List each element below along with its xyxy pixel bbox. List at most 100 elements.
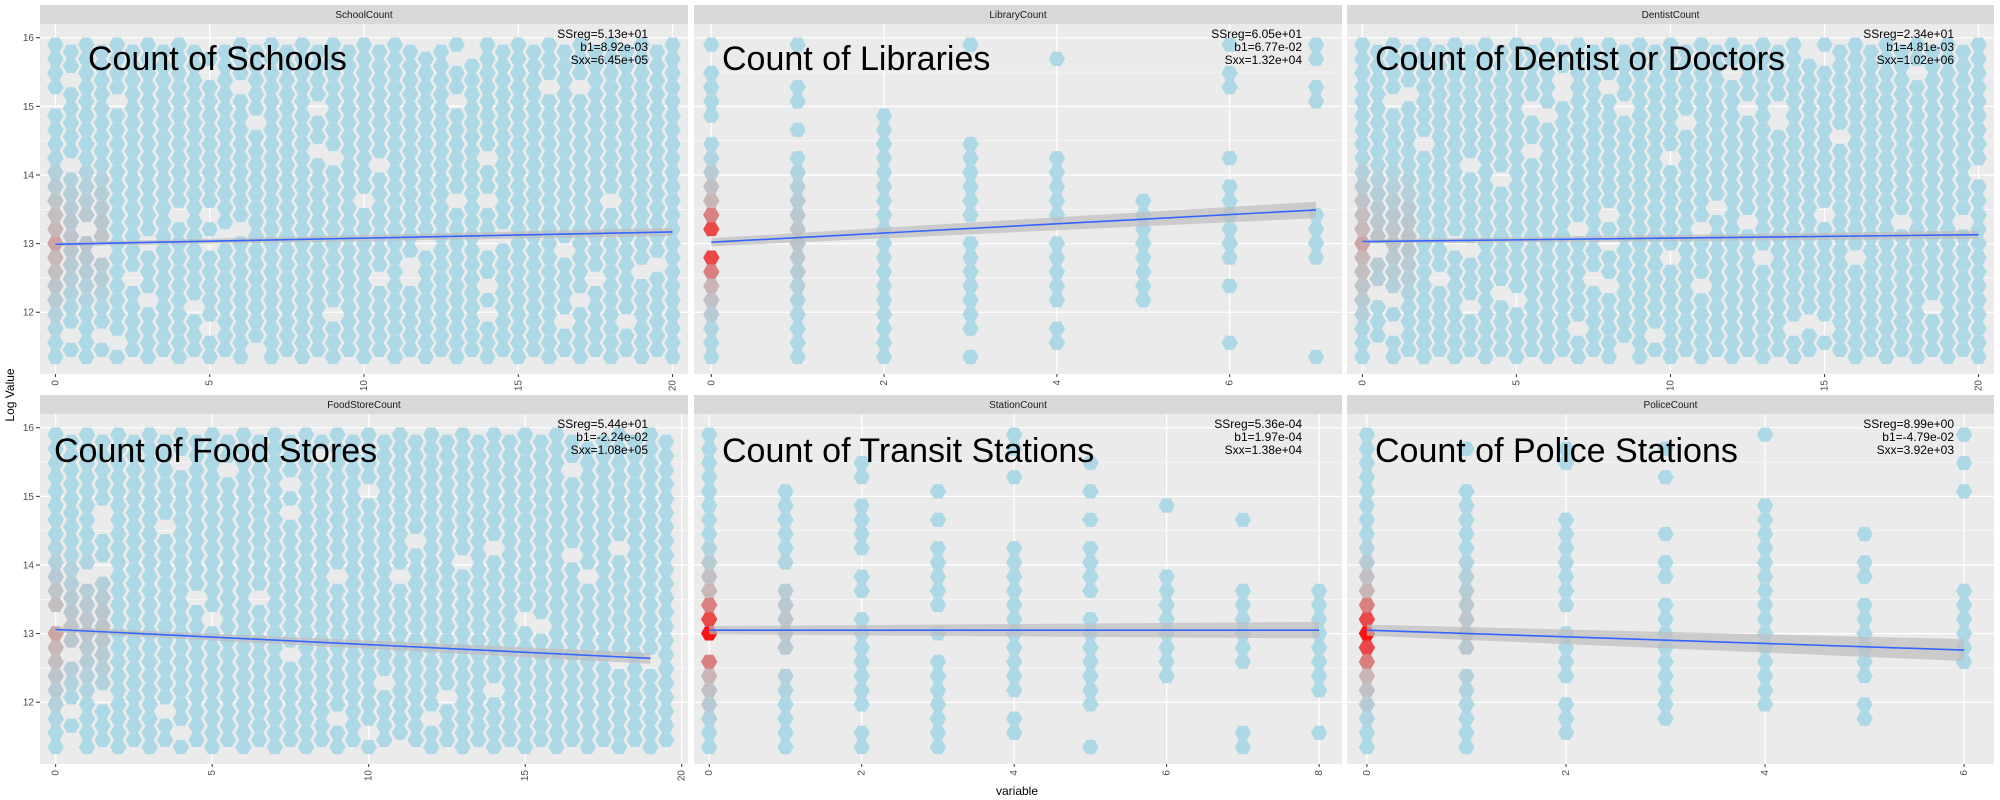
hexbin-cell	[1006, 583, 1023, 598]
hexbin-cell	[1369, 115, 1386, 130]
hexbin-cell	[664, 193, 681, 208]
hexbin-cell	[1955, 44, 1972, 59]
hexbin-cell	[78, 335, 95, 350]
hexbin-cell	[642, 470, 659, 485]
hexbin-cell	[1631, 307, 1648, 322]
hexbin-cell	[664, 293, 681, 308]
hexbin-cell	[355, 264, 373, 279]
hexbin-cell	[391, 512, 409, 527]
hexbin-cell	[125, 477, 143, 492]
hexbin-cell	[470, 505, 487, 520]
hexbin-cell	[517, 683, 534, 698]
hexbin-cell	[579, 597, 596, 613]
hexbin-cell	[62, 144, 80, 159]
hexbin-cell	[1446, 94, 1463, 109]
hexbin-cell	[875, 165, 893, 180]
hexbin-cell	[1939, 349, 1956, 365]
hexbin-cell	[250, 448, 268, 463]
hexbin-cell	[297, 683, 315, 698]
hexbin-cell	[1785, 179, 1802, 194]
hexbin-cell	[329, 470, 346, 485]
hexbin-cell	[344, 647, 362, 662]
hexbin-cell	[1221, 278, 1238, 294]
hexbin-cell	[170, 349, 188, 365]
hexbin-cell	[188, 448, 205, 463]
hexbin-cell	[1400, 271, 1417, 286]
hexbin-cell	[1569, 193, 1587, 208]
hexbin-cell	[633, 307, 650, 322]
hexbin-cell	[454, 541, 471, 556]
hexbin-cell	[1723, 307, 1741, 322]
hexbin-cell	[1723, 136, 1741, 152]
hexbin-cell	[376, 732, 393, 747]
hexbin-cell	[517, 455, 534, 471]
hexbin-cell	[247, 144, 265, 159]
hexbin-cell	[648, 101, 666, 116]
hexbin-cell	[1616, 144, 1633, 159]
hexbin-cell	[360, 597, 377, 613]
hexbin-cell	[438, 463, 456, 478]
hexbin-cell	[110, 484, 127, 499]
hexbin-cell	[438, 619, 456, 634]
hexbin-cell	[329, 654, 346, 669]
hexbin-cell	[1431, 286, 1448, 301]
hexbin-cell	[1908, 165, 1926, 180]
hexbin-cell	[1415, 207, 1433, 223]
hexbin-cell	[1369, 314, 1386, 329]
hexbin-cell	[1878, 51, 1895, 66]
hexbin-cell	[1006, 427, 1023, 442]
hexbin-cell	[1862, 144, 1879, 159]
hexbin-cell	[1400, 215, 1417, 230]
hexbin-cell	[1770, 271, 1787, 286]
hexbin-cell	[170, 193, 188, 208]
hexbin-cell	[282, 690, 299, 705]
hexbin-cell	[266, 739, 283, 755]
hexbin-cell	[510, 236, 527, 251]
hexbin-cell	[642, 668, 659, 684]
hexbin-cell	[1539, 321, 1556, 336]
hexbin-cell	[1908, 80, 1926, 95]
hexbin-cell	[232, 264, 249, 279]
hexbin-cell	[1908, 37, 1926, 52]
hexbin-cell	[454, 725, 471, 740]
hexbin-cell	[556, 286, 573, 301]
hexbin-cell	[494, 44, 512, 59]
hexbin-cell	[962, 349, 979, 365]
hexbin-cell	[564, 590, 581, 605]
hexbin-cell	[1970, 151, 1987, 166]
hexbin-cell	[110, 668, 127, 684]
hexbin-cell	[423, 427, 440, 442]
hexbin-cell	[962, 37, 979, 52]
hexbin-cell	[618, 129, 635, 144]
hexbin-cell	[1385, 349, 1402, 365]
hexbin-cell	[1477, 264, 1494, 279]
hexbin-cell	[664, 335, 681, 350]
hexbin-cell	[417, 307, 434, 322]
hexbin-cell	[294, 307, 311, 322]
hexbin-cell	[423, 697, 440, 712]
hexbin-cell	[124, 229, 141, 244]
hexbin-cell	[1600, 250, 1618, 265]
hexbin-cell	[501, 676, 518, 691]
hexbin-cell	[250, 676, 268, 691]
hexbin-cell	[324, 349, 342, 365]
hexbin-cell	[610, 612, 628, 627]
hexbin-cell	[701, 555, 718, 570]
x-tick-label: 15	[1820, 380, 1831, 392]
hexbin-cell	[250, 491, 268, 506]
hexbin-cell	[235, 498, 252, 513]
hexbin-cell	[1508, 307, 1525, 322]
hexbin-cell	[1693, 179, 1710, 194]
hexbin-cell	[703, 165, 720, 180]
hexbin-cell	[250, 661, 268, 676]
hexbin-cell	[1135, 236, 1152, 251]
hexbin-cell	[62, 314, 80, 329]
hexbin-cell	[1082, 555, 1099, 570]
hexbin-cell	[360, 470, 377, 485]
hexbin-cell	[282, 661, 299, 676]
hexbin-cell	[216, 271, 234, 286]
hexbin-cell	[1557, 668, 1575, 684]
hexbin-cell	[371, 328, 388, 343]
x-tick-label: 20	[1974, 380, 1985, 392]
hexbin-cell	[454, 739, 471, 755]
